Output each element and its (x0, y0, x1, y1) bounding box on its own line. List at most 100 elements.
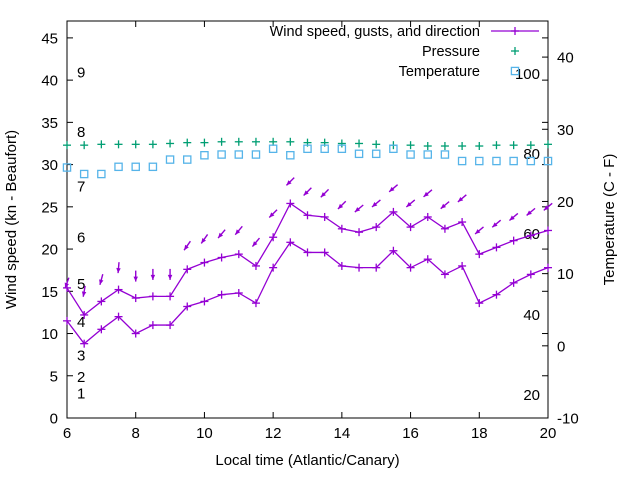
data-point-marker (510, 66, 520, 76)
y2-axis-tick-label: -10 (557, 411, 579, 428)
data-point-marker (389, 144, 398, 154)
beaufort-scale-label: 9 (77, 65, 85, 82)
wind-direction-arrow-head (543, 205, 550, 211)
y-axis-tick-label: 30 (41, 157, 58, 174)
data-point-marker (423, 150, 432, 159)
data-point-marker (268, 144, 278, 154)
wind-direction-arrow-head (303, 190, 309, 196)
data-point-marker (475, 156, 484, 166)
legend-label-1: Wind speed, gusts, and direction (270, 24, 480, 40)
wind-direction-arrow-head (269, 212, 275, 218)
wind-direction-arrow-head (372, 202, 378, 207)
wind-direction-arrow-head (320, 192, 326, 198)
wind-direction-arrow-head (389, 186, 395, 192)
y2-axis-tick-label: 10 (557, 266, 574, 283)
y-axis-tick-label: 25 (41, 199, 58, 216)
data-point-marker (543, 156, 553, 166)
wind-direction-arrow-head (235, 229, 241, 235)
wind-direction-arrow-head (457, 196, 464, 202)
y-axis-tick-label: 5 (50, 368, 58, 385)
legend-label-2: Pressure (422, 44, 480, 60)
beaufort-scale-label: 2 (77, 369, 85, 386)
data-point-marker (165, 155, 175, 164)
wind-direction-arrow-head (440, 203, 447, 209)
y-axis-tick-label: 20 (41, 242, 58, 259)
beaufort-scale-label: 5 (77, 276, 85, 293)
data-point-marker (406, 150, 415, 159)
wind-direction-arrow-head (218, 232, 224, 239)
data-point-marker (62, 163, 72, 172)
x-axis-tick-label: 20 (540, 425, 557, 442)
x-axis-tick-label: 10 (196, 425, 213, 442)
y-axis-title: Wind speed (kn - Beaufort) (3, 130, 20, 309)
wind-direction-arrow-head (150, 274, 156, 280)
data-point-marker (303, 144, 312, 154)
data-point-marker (492, 156, 501, 166)
y-axis-tick-label: 10 (41, 326, 58, 343)
y-axis-tick-label: 0 (50, 411, 58, 428)
x-axis-tick-label: 18 (471, 425, 488, 442)
y2-axis-title: Temperature (C - F) (601, 154, 618, 286)
fahrenheit-scale-label: 40 (523, 307, 540, 324)
wind-direction-arrow-head (475, 229, 481, 235)
wind-direction-arrow-head (337, 203, 344, 210)
data-point-marker (509, 156, 518, 166)
data-point-marker (79, 169, 89, 179)
wind-direction-arrow-head (526, 210, 532, 216)
beaufort-scale-label: 6 (77, 229, 85, 246)
wind-direction-arrow-head (201, 238, 206, 244)
wind-direction-arrow-head (64, 282, 69, 289)
fahrenheit-scale-label: 100 (515, 66, 540, 83)
x-axis-tick-label: 14 (334, 425, 351, 442)
data-point-marker (148, 162, 158, 172)
wind-direction-arrow-head (492, 222, 498, 228)
data-point-marker (440, 150, 450, 159)
wind-direction-arrow-head (509, 215, 515, 221)
wind-direction-arrow-head (116, 267, 121, 274)
data-point-marker (131, 162, 140, 172)
wind-direction-arrow-head (133, 276, 138, 282)
data-point-marker (114, 162, 123, 172)
data-point-marker (526, 156, 536, 166)
beaufort-scale-label: 8 (77, 124, 85, 141)
beaufort-scale-label: 1 (77, 386, 85, 403)
wind-direction-arrow-head (354, 207, 361, 213)
wind-direction-arrow-head (423, 191, 429, 197)
data-point-marker (354, 149, 364, 159)
wind-speed-line (66, 241, 549, 345)
wind-direction-arrow-head (167, 274, 173, 280)
plot-border (66, 20, 549, 419)
x-axis-tick-label: 8 (132, 425, 140, 442)
data-point-marker (97, 169, 106, 179)
data-point-marker (251, 150, 261, 159)
y-axis-tick-label: 40 (41, 73, 58, 90)
y2-axis-tick-label: 0 (557, 338, 565, 355)
beaufort-scale-label: 3 (77, 348, 85, 365)
y-axis-tick-label: 45 (41, 30, 58, 47)
wind-direction-arrow-head (81, 291, 87, 297)
data-point-marker (234, 150, 244, 159)
data-point-marker (286, 151, 295, 160)
data-point-marker (182, 155, 192, 164)
y2-axis-tick-label: 30 (557, 122, 574, 139)
beaufort-scale-label: 4 (77, 314, 85, 331)
beaufort-scale-label: 7 (77, 179, 85, 196)
legend-label-3: Temperature (399, 64, 480, 80)
data-point-marker (457, 156, 467, 166)
wind-direction-arrow-head (286, 180, 292, 186)
x-axis-tick-label: 16 (402, 425, 419, 442)
data-point-marker (371, 149, 381, 159)
wind-direction-arrow-head (99, 279, 104, 285)
data-point-marker (200, 151, 209, 160)
y2-axis-tick-label: 40 (557, 50, 574, 67)
fahrenheit-scale-label: 20 (523, 387, 540, 404)
x-axis-title: Local time (Atlantic/Canary) (215, 452, 399, 469)
data-point-marker (337, 144, 347, 154)
wind-direction-arrow-head (184, 244, 189, 251)
wind-direction-arrow-head (406, 202, 412, 207)
y-axis-tick-label: 15 (41, 284, 58, 301)
wind-direction-arrow-head (252, 241, 258, 247)
fahrenheit-scale-label: 80 (523, 146, 540, 163)
